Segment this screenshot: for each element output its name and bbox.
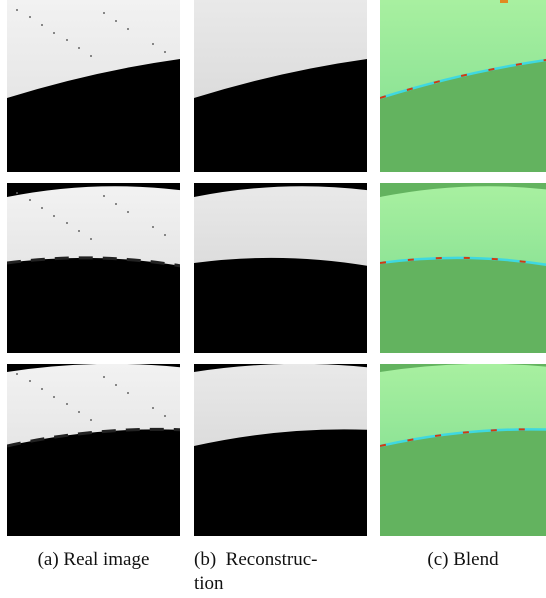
caption-line: tion bbox=[194, 572, 367, 596]
caption-line: (b) Reconstruc- bbox=[194, 548, 367, 572]
speck bbox=[115, 20, 117, 22]
caption-a: (a) Real image bbox=[7, 548, 180, 572]
image-panel bbox=[194, 183, 367, 353]
band bbox=[380, 186, 546, 267]
image-panel bbox=[194, 0, 367, 172]
image-panel bbox=[194, 364, 367, 536]
caption-line: (c) Blend bbox=[380, 548, 546, 572]
speck bbox=[41, 388, 43, 390]
speck bbox=[53, 32, 55, 34]
speck bbox=[152, 407, 154, 409]
speck bbox=[41, 207, 43, 209]
speck bbox=[127, 392, 129, 394]
caption-line: (a) Real image bbox=[7, 548, 180, 572]
band bbox=[194, 186, 367, 267]
speck bbox=[152, 43, 154, 45]
speck bbox=[115, 384, 117, 386]
speck bbox=[103, 195, 105, 197]
speck bbox=[90, 55, 92, 57]
image-panel bbox=[7, 183, 180, 353]
speck bbox=[78, 411, 80, 413]
speck bbox=[53, 396, 55, 398]
speck bbox=[164, 51, 166, 53]
figure: {"figure": {"captions": [ {"lines": ["(a… bbox=[0, 0, 546, 598]
speck bbox=[16, 373, 18, 375]
speck bbox=[29, 16, 31, 18]
caption-b: (b) Reconstruc- tion bbox=[194, 548, 367, 596]
speck bbox=[164, 415, 166, 417]
speck bbox=[90, 419, 92, 421]
speck bbox=[53, 215, 55, 217]
speck bbox=[164, 234, 166, 236]
speck bbox=[103, 12, 105, 14]
speck bbox=[16, 9, 18, 11]
image-panel bbox=[7, 364, 180, 536]
speck bbox=[66, 222, 68, 224]
image-panel bbox=[380, 183, 546, 353]
speck bbox=[66, 403, 68, 405]
caption-c: (c) Blend bbox=[380, 548, 546, 572]
image-panel bbox=[7, 0, 180, 172]
speck bbox=[16, 192, 18, 194]
speck bbox=[66, 39, 68, 41]
band bbox=[7, 186, 180, 267]
speck bbox=[78, 47, 80, 49]
speck bbox=[41, 24, 43, 26]
speck bbox=[90, 238, 92, 240]
speck bbox=[127, 28, 129, 30]
speck bbox=[127, 211, 129, 213]
speck bbox=[115, 203, 117, 205]
speck bbox=[152, 226, 154, 228]
speck bbox=[29, 380, 31, 382]
speck bbox=[29, 199, 31, 201]
speck bbox=[78, 230, 80, 232]
image-panel bbox=[380, 364, 546, 536]
spot bbox=[500, 0, 508, 3]
speck bbox=[103, 376, 105, 378]
image-panel bbox=[380, 0, 546, 172]
